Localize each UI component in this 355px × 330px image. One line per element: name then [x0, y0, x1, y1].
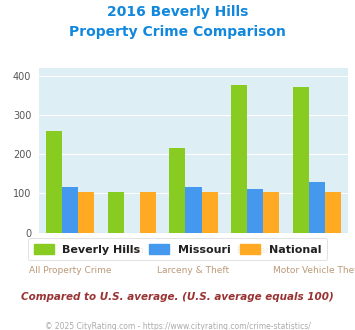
Text: Burglary: Burglary [236, 246, 274, 255]
Text: © 2025 CityRating.com - https://www.cityrating.com/crime-statistics/: © 2025 CityRating.com - https://www.city… [45, 322, 310, 330]
Text: Larceny & Theft: Larceny & Theft [157, 266, 230, 275]
Bar [78, 192, 94, 233]
Bar [309, 182, 325, 233]
Bar [247, 189, 263, 233]
Bar [231, 85, 247, 233]
Text: Property Crime Comparison: Property Crime Comparison [69, 25, 286, 39]
Bar [325, 192, 341, 233]
Bar [263, 192, 279, 233]
Bar [293, 86, 309, 233]
Bar [46, 130, 62, 233]
Legend: Beverly Hills, Missouri, National: Beverly Hills, Missouri, National [28, 238, 327, 260]
Bar [185, 187, 202, 233]
Text: Compared to U.S. average. (U.S. average equals 100): Compared to U.S. average. (U.S. average … [21, 292, 334, 302]
Text: All Property Crime: All Property Crime [29, 266, 111, 275]
Bar [169, 148, 185, 233]
Bar [62, 187, 78, 233]
Bar [140, 192, 156, 233]
Bar [202, 192, 218, 233]
Text: 2016 Beverly Hills: 2016 Beverly Hills [107, 5, 248, 19]
Text: Motor Vehicle Theft: Motor Vehicle Theft [273, 266, 355, 275]
Text: Arson: Arson [119, 246, 144, 255]
Bar [108, 192, 124, 233]
